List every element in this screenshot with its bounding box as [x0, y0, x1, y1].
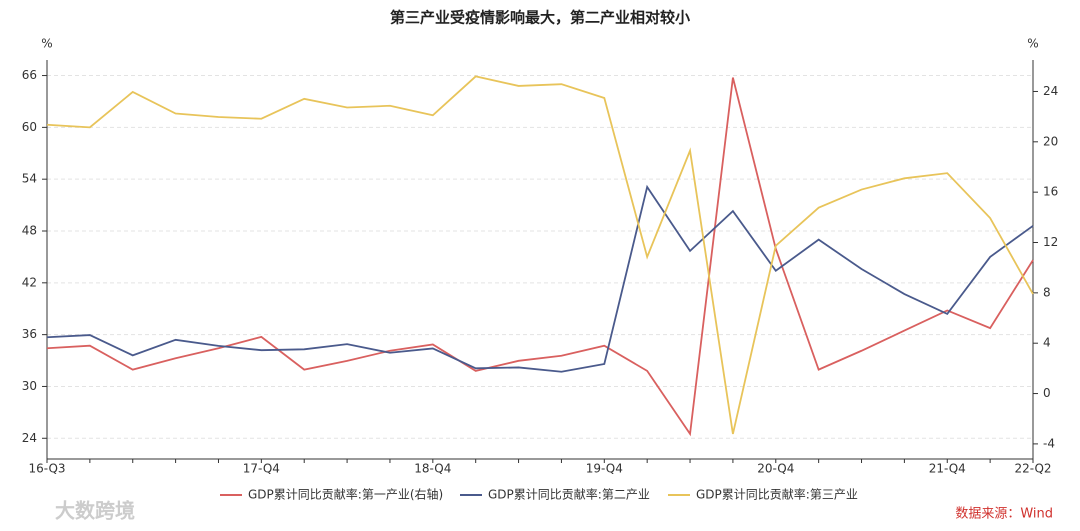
- y-tick-label: 30: [22, 379, 37, 393]
- x-tick-label: 22-Q2: [1014, 462, 1051, 476]
- y2-tick-label: 20: [1043, 134, 1058, 148]
- y2-tick-label: 24: [1043, 84, 1058, 98]
- y-tick-label: 66: [22, 68, 37, 82]
- y2-tick-label: 8: [1043, 285, 1051, 299]
- series-line: [46, 75, 1034, 435]
- y-tick-label: 42: [22, 275, 37, 289]
- y-tick-label: 48: [22, 224, 37, 238]
- y-tick-label: 54: [22, 172, 37, 186]
- x-tick-label: 19-Q4: [586, 462, 623, 476]
- x-tick-label: 20-Q4: [757, 462, 794, 476]
- series-line: [46, 77, 1034, 437]
- y-unit: %: [41, 37, 52, 51]
- y2-tick-label: 0: [1043, 386, 1051, 400]
- x-tick-label: 17-Q4: [243, 462, 280, 476]
- y2-tick-label: 16: [1043, 185, 1058, 199]
- y-tick-label: 60: [22, 120, 37, 134]
- chart-title: 第三产业受疫情影响最大，第二产业相对较小: [390, 9, 690, 27]
- y-tick-label: 36: [22, 327, 37, 341]
- x-tick-label: 18-Q4: [414, 462, 451, 476]
- x-tick-label: 21-Q4: [929, 462, 966, 476]
- y2-unit: %: [1027, 37, 1038, 51]
- legend-label: GDP累计同比贡献率:第三产业: [696, 487, 858, 502]
- x-tick-label: 16-Q3: [28, 462, 65, 476]
- y2-tick-label: -4: [1043, 436, 1055, 450]
- legend-label: GDP累计同比贡献率:第一产业(右轴): [248, 487, 443, 502]
- y2-tick-label: 12: [1043, 235, 1058, 249]
- watermark: 大数跨境: [55, 499, 135, 523]
- y2-tick-label: 4: [1043, 336, 1051, 350]
- source: 数据来源：Wind: [955, 507, 1053, 522]
- series-line: [46, 184, 1034, 373]
- legend-label: GDP累计同比贡献率:第二产业: [488, 487, 650, 502]
- y-tick-label: 24: [22, 431, 37, 445]
